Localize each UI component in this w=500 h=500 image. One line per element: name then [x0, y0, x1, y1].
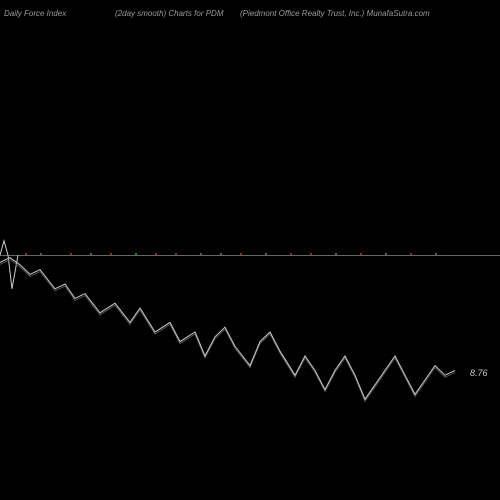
line-chart-svg: [0, 20, 500, 500]
chart-area: 8.76: [0, 20, 500, 500]
header-left: Daily Force Index: [4, 9, 66, 18]
force-index-spike: [0, 241, 18, 289]
price-line-shadow: [0, 260, 455, 402]
price-last-label: 8.76: [470, 368, 488, 378]
header-mid1: (2day smooth) Charts for PDM: [115, 9, 223, 18]
header-mid2: (Piedmont Office Realty Trust, Inc.) Mun…: [240, 9, 430, 18]
chart-header: Daily Force Index (2day smooth) Charts f…: [0, 6, 500, 20]
price-line: [0, 258, 455, 400]
